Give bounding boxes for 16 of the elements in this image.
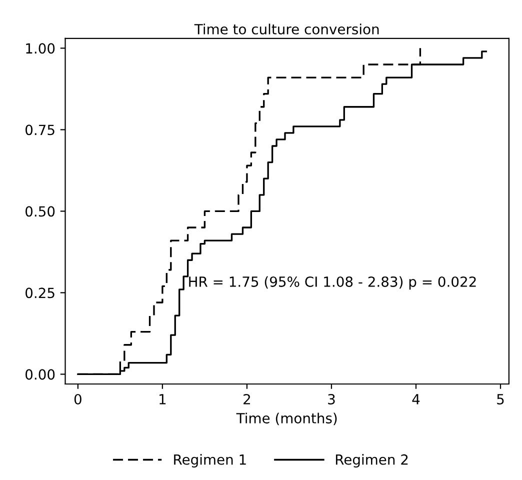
- legend-label: Regimen 2: [336, 454, 408, 468]
- x-tick-label: 1: [160, 394, 166, 404]
- x-axis-title: Time (months): [236, 412, 337, 426]
- y-tick-label: 1.00: [26, 43, 55, 54]
- x-tick-label: 5: [497, 394, 504, 404]
- y-tick-label: 0.00: [26, 369, 55, 380]
- chart-title: Time to culture conversion: [194, 24, 379, 34]
- x-tick-label: 0: [74, 394, 82, 404]
- y-tick-label: 0.50: [26, 206, 55, 217]
- x-tick-label: 4: [412, 394, 420, 404]
- x-tick-label: 2: [244, 394, 250, 404]
- x-tick-label: 3: [328, 394, 335, 404]
- y-tick-label: 0.25: [26, 288, 54, 298]
- y-tick-label: 0.75: [26, 124, 54, 136]
- legend-label: Regimen 1: [174, 454, 246, 468]
- annotation: HR = 1.75 (95% CI 1.08 - 2.83) p = 0.022: [189, 276, 476, 290]
